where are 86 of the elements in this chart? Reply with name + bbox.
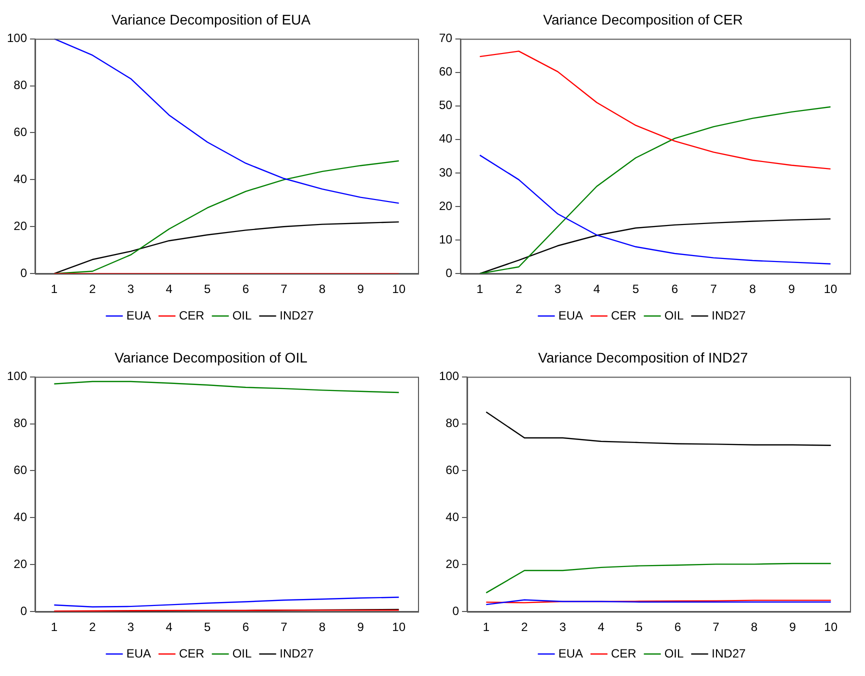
chart-title: Variance Decomposition of IND27: [538, 349, 748, 366]
x-tick-label: 2: [89, 620, 96, 634]
x-tick-label: 7: [280, 620, 288, 634]
y-tick-label: 10: [438, 232, 453, 246]
x-tick-label: 6: [242, 282, 250, 296]
x-tick-label: 4: [598, 620, 605, 634]
legend-label: OIL: [664, 308, 684, 322]
x-tick-label: 10: [824, 620, 838, 634]
y-tick-label: 0: [446, 266, 453, 280]
legend-label: CER: [610, 646, 637, 660]
x-tick-label: 2: [515, 282, 522, 296]
x-tick-label: 6: [242, 620, 250, 634]
y-tick-label: 20: [446, 556, 460, 571]
y-tick-label: 100: [6, 31, 28, 46]
legend-label: IND27: [280, 308, 314, 322]
y-tick-label: 80: [14, 416, 28, 430]
x-tick-label: 3: [559, 620, 566, 634]
legend-label: CER: [178, 646, 205, 660]
x-tick-label: 9: [357, 620, 364, 634]
y-tick-label: 40: [14, 172, 28, 186]
legend-label: EUA: [558, 646, 584, 660]
x-tick-label: 6: [671, 282, 678, 296]
x-tick-label: 4: [593, 282, 600, 296]
chart-title: Variance Decomposition of EUA: [112, 11, 312, 28]
x-tick-label: 8: [318, 620, 326, 634]
x-tick-label: 1: [50, 620, 58, 634]
x-tick-label: 6: [674, 620, 682, 634]
y-tick-label: 20: [14, 218, 28, 233]
y-tick-label: 60: [14, 463, 28, 478]
x-tick-label: 5: [636, 620, 644, 634]
y-tick-label: 40: [14, 510, 28, 524]
y-tick-label: 20: [438, 198, 453, 213]
legend-label: EUA: [126, 308, 152, 322]
x-tick-label: 10: [824, 282, 838, 296]
x-tick-label: 7: [280, 282, 288, 296]
x-tick-label: 7: [712, 620, 720, 634]
x-tick-label: 10: [392, 282, 406, 296]
y-tick-label: 40: [438, 132, 453, 146]
x-tick-label: 8: [318, 282, 326, 296]
y-tick-label: 50: [438, 98, 453, 112]
y-tick-label: 0: [20, 604, 28, 618]
y-tick-label: 40: [446, 510, 460, 524]
legend-label: IND27: [712, 308, 746, 322]
x-tick-label: 5: [632, 282, 640, 296]
x-tick-label: 2: [521, 620, 528, 634]
legend-label: EUA: [558, 308, 584, 322]
y-tick-label: 80: [446, 416, 460, 430]
x-tick-label: 10: [392, 620, 406, 634]
legend-label: IND27: [712, 646, 746, 660]
x-tick-label: 4: [166, 282, 173, 296]
x-tick-label: 8: [749, 282, 756, 296]
legend-label: EUA: [126, 646, 152, 660]
legend-label: OIL: [664, 646, 684, 660]
x-tick-label: 8: [750, 620, 758, 634]
x-tick-label: 1: [476, 282, 484, 296]
y-tick-label: 20: [14, 556, 28, 571]
y-tick-label: 100: [6, 369, 28, 384]
legend-label: OIL: [232, 308, 252, 322]
x-tick-label: 5: [204, 620, 212, 634]
x-tick-label: 9: [788, 282, 796, 296]
legend-label: IND27: [280, 646, 314, 660]
y-tick-label: 0: [20, 266, 28, 280]
y-tick-label: 80: [14, 78, 28, 92]
x-tick-label: 4: [166, 620, 173, 634]
x-tick-label: 5: [204, 282, 212, 296]
y-tick-label: 30: [438, 165, 453, 180]
chart-title: Variance Decomposition of OIL: [114, 349, 308, 366]
legend-label: CER: [178, 308, 205, 322]
x-tick-label: 3: [127, 620, 134, 634]
x-tick-label: 2: [89, 282, 96, 296]
y-tick-label: 100: [438, 369, 460, 384]
x-tick-label: 3: [127, 282, 134, 296]
y-tick-label: 60: [446, 463, 460, 478]
x-tick-label: 1: [482, 620, 490, 634]
chart-title: Variance Decomposition of CER: [543, 11, 743, 28]
x-tick-label: 3: [554, 282, 562, 296]
legend-label: OIL: [232, 646, 252, 660]
x-tick-label: 7: [710, 282, 718, 296]
x-tick-label: 9: [789, 620, 796, 634]
x-tick-label: 1: [50, 282, 58, 296]
y-tick-label: 70: [438, 31, 453, 46]
y-tick-label: 0: [452, 604, 460, 618]
legend-label: CER: [610, 308, 637, 322]
y-tick-label: 60: [438, 64, 453, 79]
x-tick-label: 9: [357, 282, 364, 296]
y-tick-label: 60: [14, 125, 28, 140]
